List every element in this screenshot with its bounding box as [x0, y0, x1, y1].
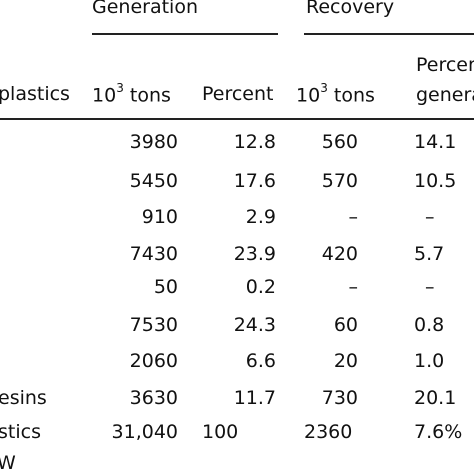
- rec-pct-cell: 1.0: [414, 350, 445, 372]
- rec-pct-cell: 14.1: [414, 131, 457, 153]
- gen-tons-exponent: 3: [116, 81, 124, 95]
- rec-tons-unit: tons: [327, 84, 375, 107]
- rec-pct-cell: 7.6%: [414, 421, 463, 443]
- generation-rule: [92, 33, 278, 35]
- rec-tons-cell: –: [348, 276, 359, 298]
- rec-pct-cell: 10.5: [414, 170, 457, 192]
- row-label-cell: esins: [0, 387, 47, 409]
- gen-percent-header: Percent: [202, 83, 274, 105]
- rec-percent-header-line1: Percen: [416, 54, 474, 76]
- gen-tons-header: 103 tons: [92, 81, 171, 107]
- row-label-header: plastics: [0, 83, 70, 105]
- rec-percent-header-line2: genera: [416, 84, 474, 106]
- rec-tons-exponent: 3: [320, 81, 328, 95]
- generation-header: Generation: [92, 0, 198, 18]
- gen-tons-cell: 3980: [129, 131, 178, 153]
- gen-tons-cell: 7430: [129, 243, 178, 265]
- rec-tons-cell: –: [348, 206, 359, 228]
- rec-tons-cell: 570: [321, 170, 358, 192]
- gen-tons-cell: 3630: [129, 387, 178, 409]
- row-label-cell: stics: [0, 421, 41, 443]
- recovery-rule: [304, 33, 474, 35]
- rec-tons-cell: 60: [333, 314, 358, 336]
- gen-tons-cell: 7530: [129, 314, 178, 336]
- recovery-header: Recovery: [306, 0, 395, 18]
- gen-tons-cell: 910: [141, 206, 178, 228]
- header-rule: [0, 118, 474, 120]
- gen-tons-unit: tons: [123, 84, 171, 107]
- rec-tons-header: 103 tons: [296, 81, 375, 107]
- gen-pct-cell: 2.9: [245, 206, 276, 228]
- gen-tons-cell: 5450: [129, 170, 178, 192]
- gen-pct-cell: 6.6: [245, 350, 276, 372]
- rec-tons-cell: 730: [321, 387, 358, 409]
- rec-tons-cell: 20: [333, 350, 358, 372]
- rec-tons-cell: 2360: [304, 421, 353, 443]
- gen-pct-cell: 12.8: [233, 131, 276, 153]
- gen-tons-cell: 2060: [129, 350, 178, 372]
- rec-pct-cell: 20.1: [414, 387, 457, 409]
- gen-pct-cell: 100: [202, 421, 239, 443]
- rec-tons-cell: 560: [321, 131, 358, 153]
- rec-pct-cell: –: [425, 276, 435, 298]
- footer-fragment: W: [0, 452, 16, 474]
- rec-tons-base: 10: [296, 84, 321, 107]
- gen-tons-cell: 50: [153, 276, 178, 298]
- rec-pct-cell: 5.7: [414, 243, 445, 265]
- rec-tons-cell: 420: [321, 243, 358, 265]
- gen-tons-cell: 31,040: [111, 421, 178, 443]
- gen-pct-cell: 11.7: [233, 387, 276, 409]
- gen-pct-cell: 23.9: [233, 243, 276, 265]
- rec-pct-cell: 0.8: [414, 314, 445, 336]
- gen-pct-cell: 17.6: [233, 170, 276, 192]
- gen-pct-cell: 24.3: [233, 314, 276, 336]
- rec-pct-cell: –: [425, 206, 435, 228]
- gen-pct-cell: 0.2: [245, 276, 276, 298]
- gen-tons-base: 10: [92, 84, 117, 107]
